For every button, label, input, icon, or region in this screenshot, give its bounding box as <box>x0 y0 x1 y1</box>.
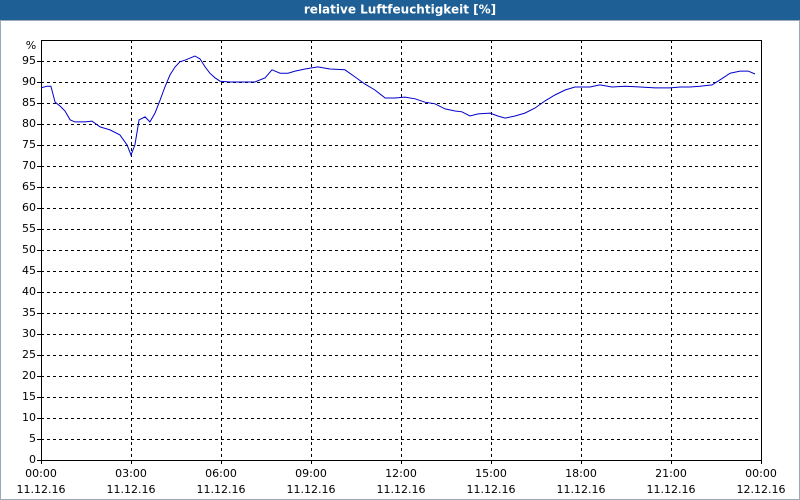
y-tick-label: 65 <box>22 180 36 193</box>
x-tick-label: 03:00 <box>115 467 147 480</box>
y-tick-label: 75 <box>22 138 36 151</box>
y-tick-label: 95 <box>22 54 36 67</box>
x-tick-label: 00:00 <box>25 467 57 480</box>
y-tick-label: 50 <box>22 243 36 256</box>
x-tick-label: 18:00 <box>565 467 597 480</box>
x-tick-date: 11.12.16 <box>17 483 66 496</box>
x-tick-date: 12.12.16 <box>737 483 786 496</box>
x-tick-label: 21:00 <box>655 467 687 480</box>
y-tick-label: 45 <box>22 264 36 277</box>
chart-title: relative Luftfeuchtigkeit [%] <box>304 3 496 17</box>
y-tick-label: 10 <box>22 411 36 424</box>
y-tick-label: 35 <box>22 306 36 319</box>
x-tick-date: 11.12.16 <box>467 483 516 496</box>
y-tick-label: 20 <box>22 369 36 382</box>
x-tick-date: 11.12.16 <box>377 483 426 496</box>
x-tick-date: 11.12.16 <box>647 483 696 496</box>
y-tick-label: 85 <box>22 96 36 109</box>
x-tick-date: 11.12.16 <box>107 483 156 496</box>
y-tick-label: 25 <box>22 348 36 361</box>
y-tick-label: 70 <box>22 159 36 172</box>
y-tick-label: 80 <box>22 117 36 130</box>
x-tick-date: 11.12.16 <box>197 483 246 496</box>
x-tick-label: 09:00 <box>295 467 327 480</box>
y-tick-label: 15 <box>22 390 36 403</box>
y-tick-label: 30 <box>22 327 36 340</box>
x-tick-label: 06:00 <box>205 467 237 480</box>
x-tick-label: 15:00 <box>475 467 507 480</box>
y-tick-label: 0 <box>29 453 36 466</box>
y-tick-label: 40 <box>22 285 36 298</box>
x-tick-date: 11.12.16 <box>287 483 336 496</box>
x-tick-label: 00:00 <box>745 467 777 480</box>
y-tick-label: 60 <box>22 201 36 214</box>
y-tick-label: 90 <box>22 75 36 88</box>
y-tick-label: 55 <box>22 222 36 235</box>
y-axis-label: % <box>26 39 36 52</box>
data-line <box>40 55 756 157</box>
y-tick-label: 5 <box>29 432 36 445</box>
title-bar <box>0 0 800 20</box>
x-tick-label: 12:00 <box>385 467 417 480</box>
plot-border <box>41 40 762 461</box>
x-tick-date: 11.12.16 <box>557 483 606 496</box>
